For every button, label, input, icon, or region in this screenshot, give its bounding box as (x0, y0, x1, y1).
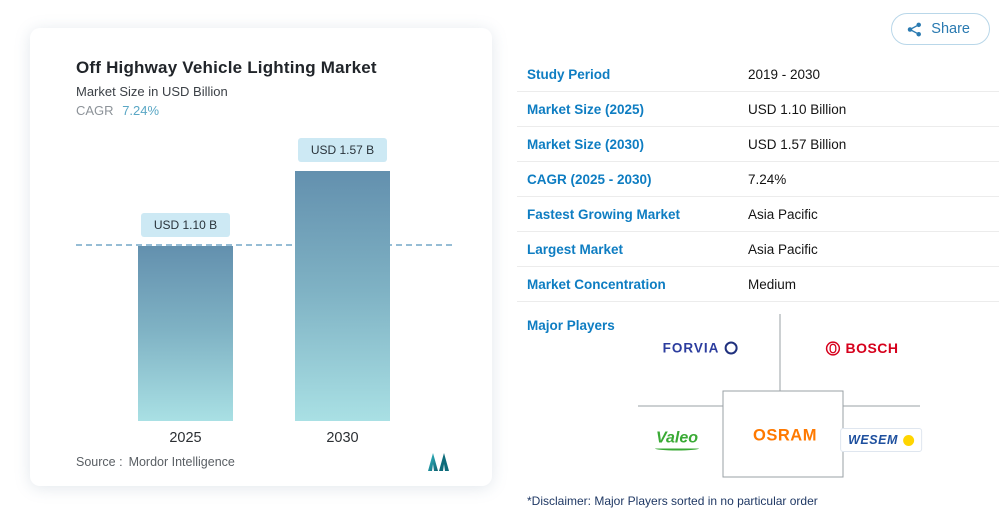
fact-label: Largest Market (527, 242, 624, 257)
fact-value: USD 1.10 Billion (748, 102, 847, 117)
valeo-logo: Valeo (650, 427, 704, 453)
hella-roundel-icon (724, 341, 738, 355)
cagr-label: CAGR (76, 103, 114, 118)
bar-2025 (138, 245, 233, 421)
share-nodes-icon (908, 22, 922, 36)
source-label: Source : (76, 455, 123, 469)
valeo-wordmark: Valeo (655, 429, 699, 447)
bar-value-label-2030: USD 1.57 B (297, 137, 388, 162)
osram-wordmark: OSRAM (753, 426, 817, 445)
share-button-label: Share (931, 21, 970, 37)
source-row: Source : Mordor Intelligence (76, 452, 456, 472)
major-players-diagram: FORVIA BOSCH Valeo OSRAM WESEM (637, 314, 937, 484)
fact-label: Market Concentration (527, 277, 666, 292)
fact-label: CAGR (2025 - 2030) (527, 172, 652, 187)
chart-title: Off Highway Vehicle Lighting Market (76, 58, 377, 77)
reference-line (76, 243, 452, 246)
cagr-row: CAGR 7.24% (76, 103, 452, 118)
fact-row-study-period: Study Period 2019 - 2030 (517, 57, 999, 92)
fact-value: Medium (748, 277, 797, 292)
fact-value: Asia Pacific (748, 242, 818, 257)
bosch-armature-icon (825, 340, 841, 356)
fact-row-cagr: CAGR (2025 - 2030) 7.24% (517, 162, 999, 197)
source-attribution: Source : Mordor Intelligence (76, 455, 235, 469)
players-disclaimer: *Disclaimer: Major Players sorted in no … (527, 494, 818, 508)
bar-group-2030: USD 1.57 B 2030 (295, 134, 390, 446)
x-axis-label-2030: 2030 (326, 430, 359, 446)
major-players-label: Major Players (527, 318, 615, 333)
fact-value: Asia Pacific (748, 207, 818, 222)
bosch-wordmark: BOSCH (845, 340, 899, 356)
fact-row-market-size-2030: Market Size (2030) USD 1.57 Billion (517, 127, 999, 162)
wesem-wordmark: WESEM (848, 433, 898, 447)
fact-value: 7.24% (748, 172, 787, 187)
fact-value: USD 1.57 Billion (748, 137, 847, 152)
source-value: Mordor Intelligence (128, 455, 235, 469)
bar-value-label-2025: USD 1.10 B (140, 212, 231, 237)
fact-label: Fastest Growing Market (527, 207, 681, 222)
fact-value: 2019 - 2030 (748, 67, 821, 82)
fact-label: Market Size (2030) (527, 137, 645, 152)
chart-subtitle: Market Size in USD Billion (76, 84, 228, 99)
bar-group-2025: USD 1.10 B 2025 (138, 134, 233, 446)
forvia-logo: FORVIA (657, 338, 743, 358)
share-button[interactable]: Share (891, 13, 990, 45)
valeo-swoosh-icon (655, 447, 699, 451)
market-snapshot-card: Off Highway Vehicle Lighting Market Mark… (30, 28, 492, 486)
mordor-intelligence-logo (428, 453, 449, 471)
bosch-logo: BOSCH (820, 338, 904, 358)
fact-row-market-concentration: Market Concentration Medium (517, 267, 999, 302)
major-players-section: Major Players FORVIA BOSCH Valeo (517, 302, 999, 484)
wesem-logo: WESEM (840, 428, 922, 452)
wesem-dot-icon (902, 434, 914, 446)
forvia-wordmark: FORVIA (662, 340, 720, 356)
fact-label: Study Period (527, 67, 611, 82)
fact-row-largest-market: Largest Market Asia Pacific (517, 232, 999, 267)
bar-2030 (295, 170, 390, 421)
osram-logo: OSRAM (748, 424, 822, 448)
cagr-value: 7.24% (122, 103, 160, 118)
fact-row-market-size-2025: Market Size (2025) USD 1.10 Billion (517, 92, 999, 127)
x-axis-label-2025: 2025 (169, 430, 202, 446)
bar-chart: USD 1.10 B 2025 USD 1.57 B 2030 (76, 134, 452, 446)
fact-row-fastest-growing-market: Fastest Growing Market Asia Pacific (517, 197, 999, 232)
facts-panel: Study Period 2019 - 2030 Market Size (20… (517, 57, 999, 508)
fact-label: Market Size (2025) (527, 102, 645, 117)
